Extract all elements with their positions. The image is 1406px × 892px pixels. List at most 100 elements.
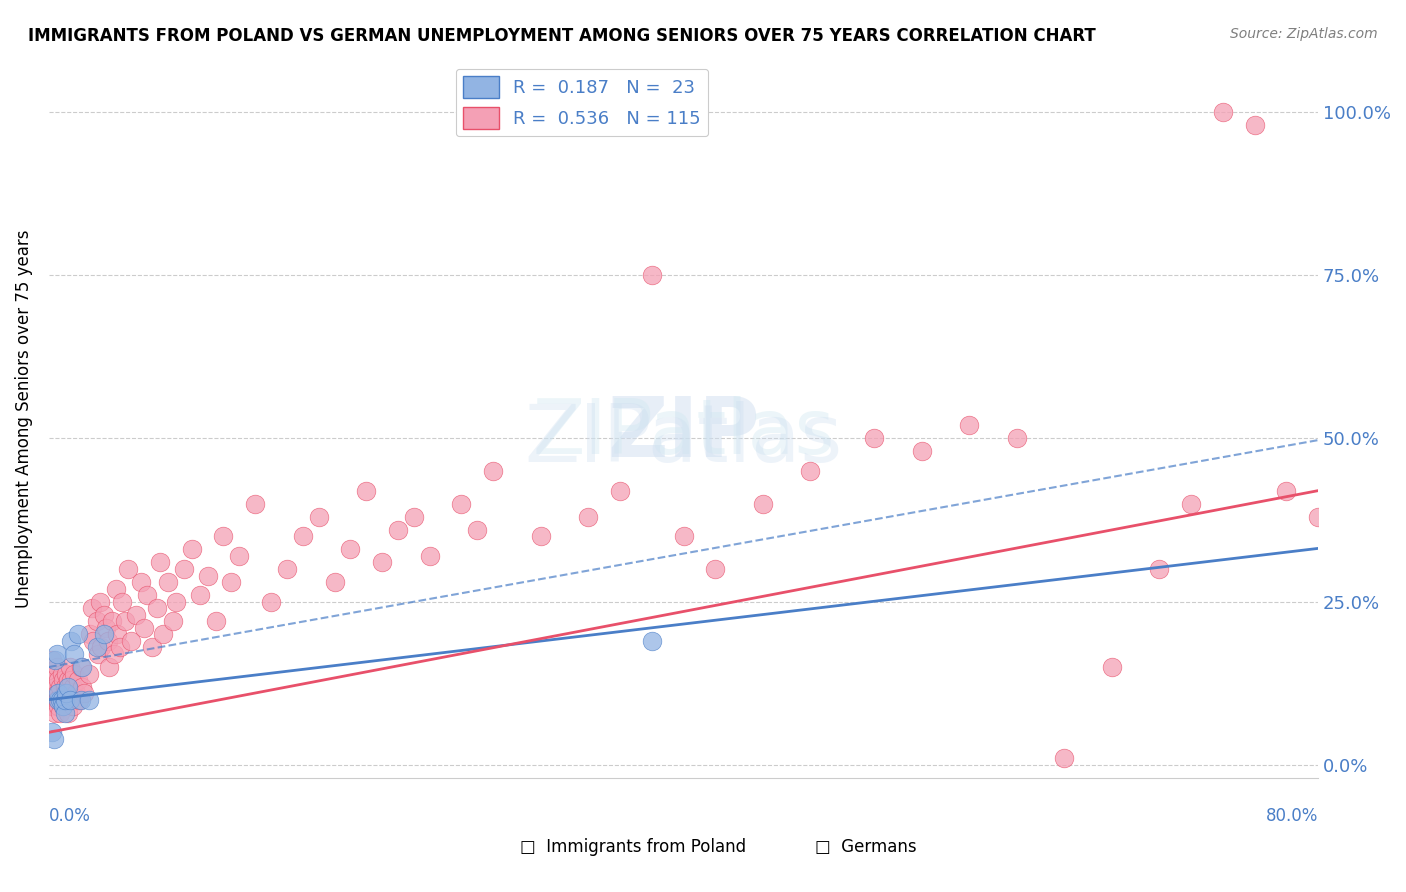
Point [371, 556, 394, 570]
Point [45, 686, 67, 700]
Point [98, 660, 121, 674]
Point [1212, 104, 1234, 119]
Point [799, 464, 821, 478]
Point [291, 529, 314, 543]
Point [65, 686, 87, 700]
Text: ZIP: ZIP [607, 392, 759, 474]
Point [63, 666, 86, 681]
Point [44, 653, 66, 667]
Point [67, 692, 90, 706]
Point [1275, 483, 1298, 498]
Point [221, 575, 243, 590]
Point [162, 614, 184, 628]
Point [90, 640, 112, 655]
Point [1308, 509, 1330, 524]
Point [197, 568, 219, 582]
Point [339, 542, 361, 557]
Point [48, 673, 70, 687]
Point [52, 699, 75, 714]
Point [69, 660, 91, 674]
Text: Source: ZipAtlas.com: Source: ZipAtlas.com [1230, 27, 1378, 41]
Point [609, 483, 631, 498]
Point [80, 601, 103, 615]
Point [110, 640, 132, 655]
Point [910, 444, 932, 458]
Point [465, 523, 488, 537]
Point [72, 660, 94, 674]
Point [45, 660, 67, 674]
Point [141, 640, 163, 655]
Point [204, 614, 226, 628]
Point [752, 497, 775, 511]
Point [482, 464, 505, 478]
Text: □  Immigrants from Poland: □ Immigrants from Poland [520, 838, 747, 856]
Text: ZIPatlas: ZIPatlas [533, 396, 835, 470]
Point [323, 575, 346, 590]
Point [117, 562, 139, 576]
Point [387, 523, 409, 537]
Point [58, 692, 80, 706]
Point [111, 595, 134, 609]
Point [1053, 751, 1076, 765]
Point [419, 549, 441, 563]
Point [58, 692, 80, 706]
Point [53, 686, 76, 700]
Point [53, 692, 76, 706]
Point [56, 706, 79, 720]
Point [41, 725, 63, 739]
Point [48, 686, 70, 700]
Point [56, 680, 79, 694]
Point [77, 666, 100, 681]
Point [66, 673, 89, 687]
Point [66, 627, 89, 641]
Point [1149, 562, 1171, 576]
Point [87, 647, 110, 661]
Point [114, 614, 136, 628]
Point [93, 627, 115, 641]
Point [1386, 431, 1406, 445]
Point [1101, 660, 1123, 674]
Point [49, 706, 72, 720]
Point [136, 588, 159, 602]
Point [245, 497, 267, 511]
Y-axis label: Unemployment Among Seniors over 75 years: Unemployment Among Seniors over 75 years [15, 229, 32, 608]
Point [55, 692, 77, 706]
Point [1005, 431, 1028, 445]
Point [641, 268, 664, 282]
Point [101, 614, 124, 628]
Point [180, 542, 202, 557]
Point [121, 633, 143, 648]
Point [82, 633, 104, 648]
Point [1243, 118, 1265, 132]
Text: □  Germans: □ Germans [815, 838, 917, 856]
Point [41, 653, 63, 667]
Point [129, 575, 152, 590]
Text: IMMIGRANTS FROM POLAND VS GERMAN UNEMPLOYMENT AMONG SENIORS OVER 75 YEARS CORREL: IMMIGRANTS FROM POLAND VS GERMAN UNEMPLO… [28, 27, 1095, 45]
Point [49, 692, 72, 706]
Point [402, 509, 425, 524]
Point [104, 582, 127, 596]
Point [62, 699, 84, 714]
Point [42, 692, 65, 706]
Point [228, 549, 250, 563]
Point [58, 660, 80, 674]
Point [105, 627, 128, 641]
Point [72, 680, 94, 694]
Point [63, 647, 86, 661]
Point [48, 692, 70, 706]
Point [94, 621, 117, 635]
Text: 80.0%: 80.0% [1265, 806, 1319, 825]
Point [173, 562, 195, 576]
Point [41, 699, 63, 714]
Point [1339, 464, 1361, 478]
Point [44, 680, 66, 694]
Text: 0.0%: 0.0% [49, 806, 91, 825]
Point [48, 699, 70, 714]
Point [56, 673, 79, 687]
Point [77, 692, 100, 706]
Point [52, 673, 75, 687]
Point [704, 562, 727, 576]
Point [672, 529, 695, 543]
Point [530, 529, 553, 543]
Point [60, 633, 83, 648]
